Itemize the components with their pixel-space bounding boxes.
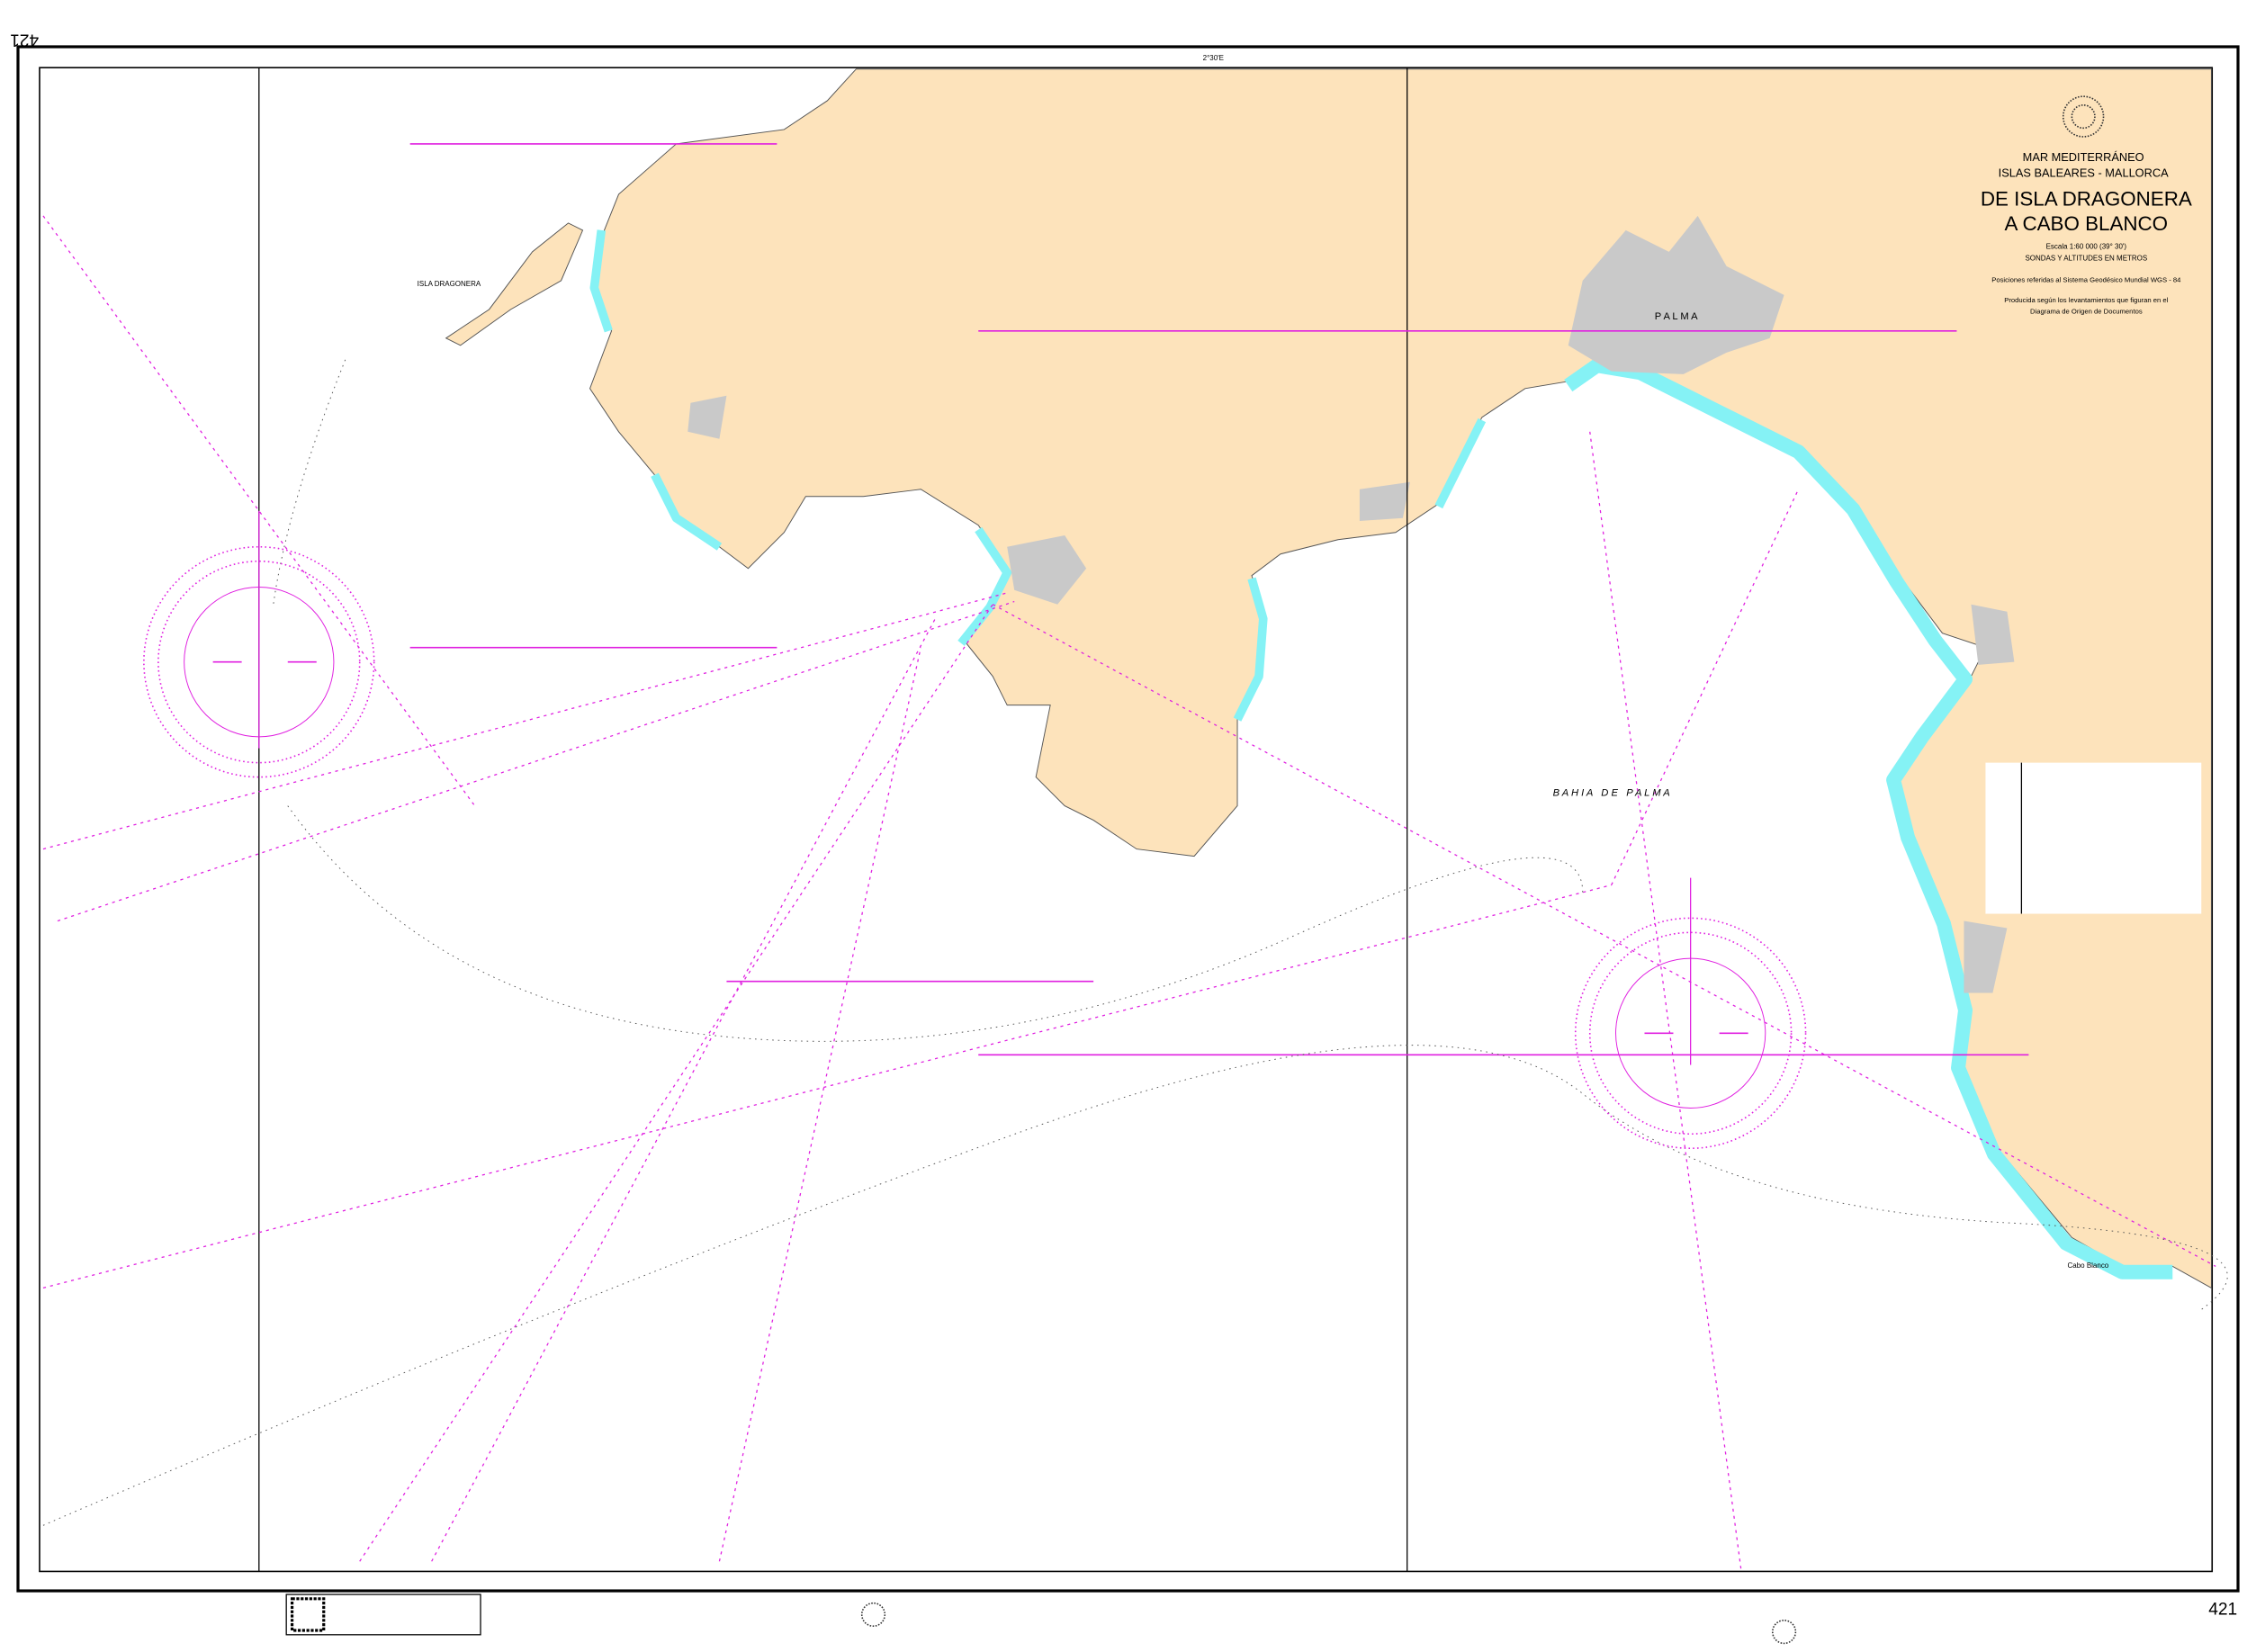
- shallow-water-west: [589, 229, 1487, 722]
- chart-number-rotated: 421: [10, 30, 39, 49]
- palma-urban-area: [1568, 215, 1784, 374]
- magenta-dotted-routes: [42, 215, 2216, 1569]
- inset-panel: [1985, 762, 2202, 914]
- sea-name: MAR MEDITERRÁNEO: [2023, 150, 2144, 164]
- hydrographic-seal-icon: [2062, 95, 2105, 138]
- ministry-logo-icon: [860, 1602, 886, 1628]
- soundings-text: SONDAS Y ALTITUDES EN METROS: [2025, 254, 2147, 262]
- outer-border: [16, 45, 2240, 1593]
- datum-text: Posiciones referidas al Sistema Geodésic…: [1991, 275, 2181, 283]
- survey-text: Diagrama de Origen de Documentos: [2030, 308, 2143, 316]
- chart-title: A CABO BLANCO: [2005, 212, 2169, 235]
- compass-rose-icon: [1574, 877, 1807, 1150]
- shallow-water: [1564, 358, 2173, 1279]
- scale-text: Escala 1:60 000 (39° 30'): [2046, 243, 2127, 251]
- city-label: P A L M A: [1655, 311, 1698, 322]
- region-name: ISLAS BALEARES - MALLORCA: [1999, 166, 2169, 180]
- survey-text: Producida según los levantamientos que f…: [2004, 296, 2168, 304]
- chart-number: 421: [2208, 1600, 2237, 1619]
- qr-code-icon[interactable]: [290, 1597, 326, 1632]
- urban-area: [688, 395, 2015, 993]
- isla-dragonera: [445, 222, 584, 346]
- longitude-label: 2°30'E: [1203, 54, 1224, 62]
- cape-label: Cabo Blanco: [2068, 1261, 2109, 1270]
- chart-title: DE ISLA DRAGONERA: [1981, 188, 2192, 211]
- compass-rose-icon: [143, 510, 375, 778]
- island-label: ISLA DRAGONERA: [418, 280, 481, 288]
- ihm-seal-icon: [1771, 1620, 1797, 1645]
- magenta-lines: [409, 143, 2029, 1056]
- bay-label: B A H I A D E P A L M A: [1553, 787, 1670, 798]
- depth-contours: [42, 359, 2228, 1526]
